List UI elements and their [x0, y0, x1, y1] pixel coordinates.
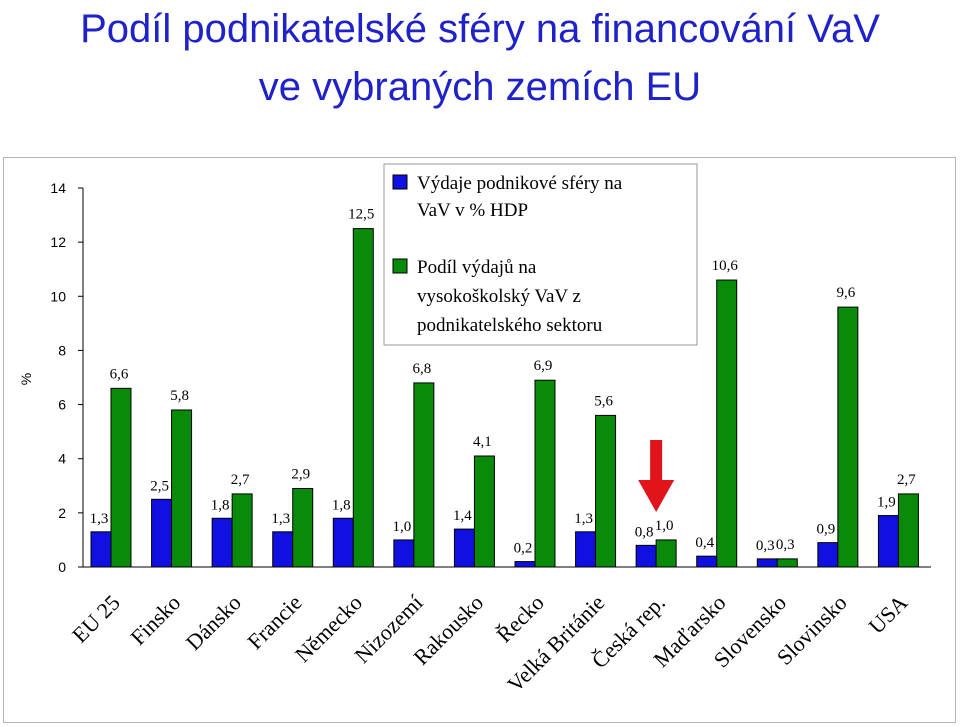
- bar-series1-12: [817, 542, 839, 568]
- bar-series1-9: [635, 544, 657, 568]
- bar-series2-5: [413, 382, 435, 568]
- category-label-2: Dánsko: [181, 590, 246, 655]
- bar-series2-8: [595, 414, 617, 568]
- bar-series1-4: [332, 517, 354, 568]
- y-tick-label: 8: [58, 342, 66, 358]
- page-title-line1: Podíl podnikatelské sféry na financování…: [80, 7, 880, 51]
- data-label-series1-0: 1,3: [90, 511, 109, 527]
- data-label-series2-3: 2,9: [291, 466, 310, 482]
- bar-series2-9: [655, 539, 677, 568]
- data-label-series1-6: 1,4: [453, 508, 472, 524]
- y-tick-label: 12: [50, 234, 66, 250]
- category-label-13: USA: [863, 590, 912, 639]
- data-label-series2-7: 6,9: [534, 358, 553, 374]
- bar-series1-3: [272, 531, 294, 568]
- data-label-series1-8: 1,3: [574, 511, 593, 527]
- legend-box: [383, 163, 698, 346]
- y-tick-label: 6: [58, 397, 66, 413]
- data-label-series2-9: 1,0: [655, 518, 674, 534]
- bar-series1-7: [514, 561, 536, 568]
- highlight-arrow-shaft: [650, 440, 663, 482]
- data-label-series1-1: 2,5: [150, 478, 169, 494]
- y-axis-label: %: [18, 373, 34, 385]
- bar-series2-7: [534, 379, 556, 568]
- data-label-series1-5: 1,0: [392, 519, 411, 535]
- bar-series1-0: [90, 531, 112, 568]
- data-label-series2-11: 0,3: [776, 537, 795, 553]
- bar-series1-11: [756, 558, 778, 568]
- data-label-series2-6: 4,1: [473, 434, 492, 450]
- y-tick-label: 2: [58, 505, 66, 521]
- bar-series2-11: [776, 558, 798, 568]
- data-label-series1-13: 1,9: [877, 495, 896, 511]
- legend-label-series2-line2: podnikatelského sektoru: [417, 315, 603, 336]
- y-tick-label: 4: [58, 451, 66, 467]
- legend-swatch-series1: [392, 174, 408, 190]
- y-tick-label: 0: [58, 559, 66, 575]
- legend-label-series2-line1: vysokoškolský VaV z: [417, 286, 581, 307]
- bar-series2-1: [171, 409, 193, 568]
- bar-series2-3: [292, 487, 314, 568]
- data-label-series2-5: 6,8: [412, 361, 431, 377]
- highlight-arrow-head: [638, 480, 675, 512]
- y-tick-label: 10: [50, 288, 66, 304]
- bar-series2-4: [352, 228, 374, 568]
- data-label-series1-12: 0,9: [816, 522, 835, 538]
- data-label-series2-4: 12,5: [348, 207, 374, 223]
- page-title: Podíl podnikatelské sféry na financování…: [0, 0, 960, 116]
- legend-swatch-series2: [392, 258, 408, 274]
- bar-series2-12: [837, 306, 859, 568]
- page-title-line2: ve vybraných zemích EU: [258, 65, 702, 109]
- bar-series2-0: [110, 387, 132, 568]
- category-label-0: EU 25: [67, 590, 125, 648]
- bar-series1-8: [575, 531, 597, 568]
- category-label-1: Finsko: [125, 590, 185, 650]
- legend-label-series1-line0: Výdaje podnikové sféry na: [417, 173, 623, 194]
- data-label-series1-2: 1,8: [211, 497, 230, 513]
- data-label-series1-3: 1,3: [271, 511, 290, 527]
- bar-series1-1: [151, 498, 173, 568]
- legend-label-series2-line0: Podíl výdajů na: [417, 257, 537, 278]
- legend-label-series1-line1: VaV v % HDP: [417, 200, 528, 221]
- bar-series2-6: [473, 455, 495, 568]
- bar-series1-10: [696, 555, 718, 568]
- y-tick-label: 14: [50, 180, 66, 196]
- bar-series1-2: [211, 517, 233, 568]
- bar-series1-5: [393, 539, 415, 568]
- data-label-series1-9: 0,8: [635, 524, 654, 540]
- bar-series2-10: [716, 279, 738, 568]
- data-label-series1-4: 1,8: [332, 497, 351, 513]
- data-label-series2-0: 6,6: [110, 366, 129, 382]
- bar-series2-2: [231, 493, 253, 568]
- data-label-series1-11: 0,3: [756, 538, 775, 554]
- data-label-series1-7: 0,2: [514, 541, 533, 557]
- data-label-series2-10: 10,6: [712, 258, 739, 274]
- data-label-series2-8: 5,6: [594, 393, 613, 409]
- data-label-series2-2: 2,7: [231, 472, 250, 488]
- chart-frame: [3, 157, 956, 723]
- category-label-7: Řecko: [491, 590, 548, 647]
- data-label-series2-12: 9,6: [836, 285, 855, 301]
- bar-series1-13: [877, 515, 899, 568]
- bar-series1-6: [453, 528, 475, 568]
- data-label-series1-10: 0,4: [695, 535, 714, 551]
- bar-series2-13: [897, 493, 919, 568]
- data-label-series2-1: 5,8: [170, 388, 189, 404]
- data-label-series2-13: 2,7: [897, 472, 916, 488]
